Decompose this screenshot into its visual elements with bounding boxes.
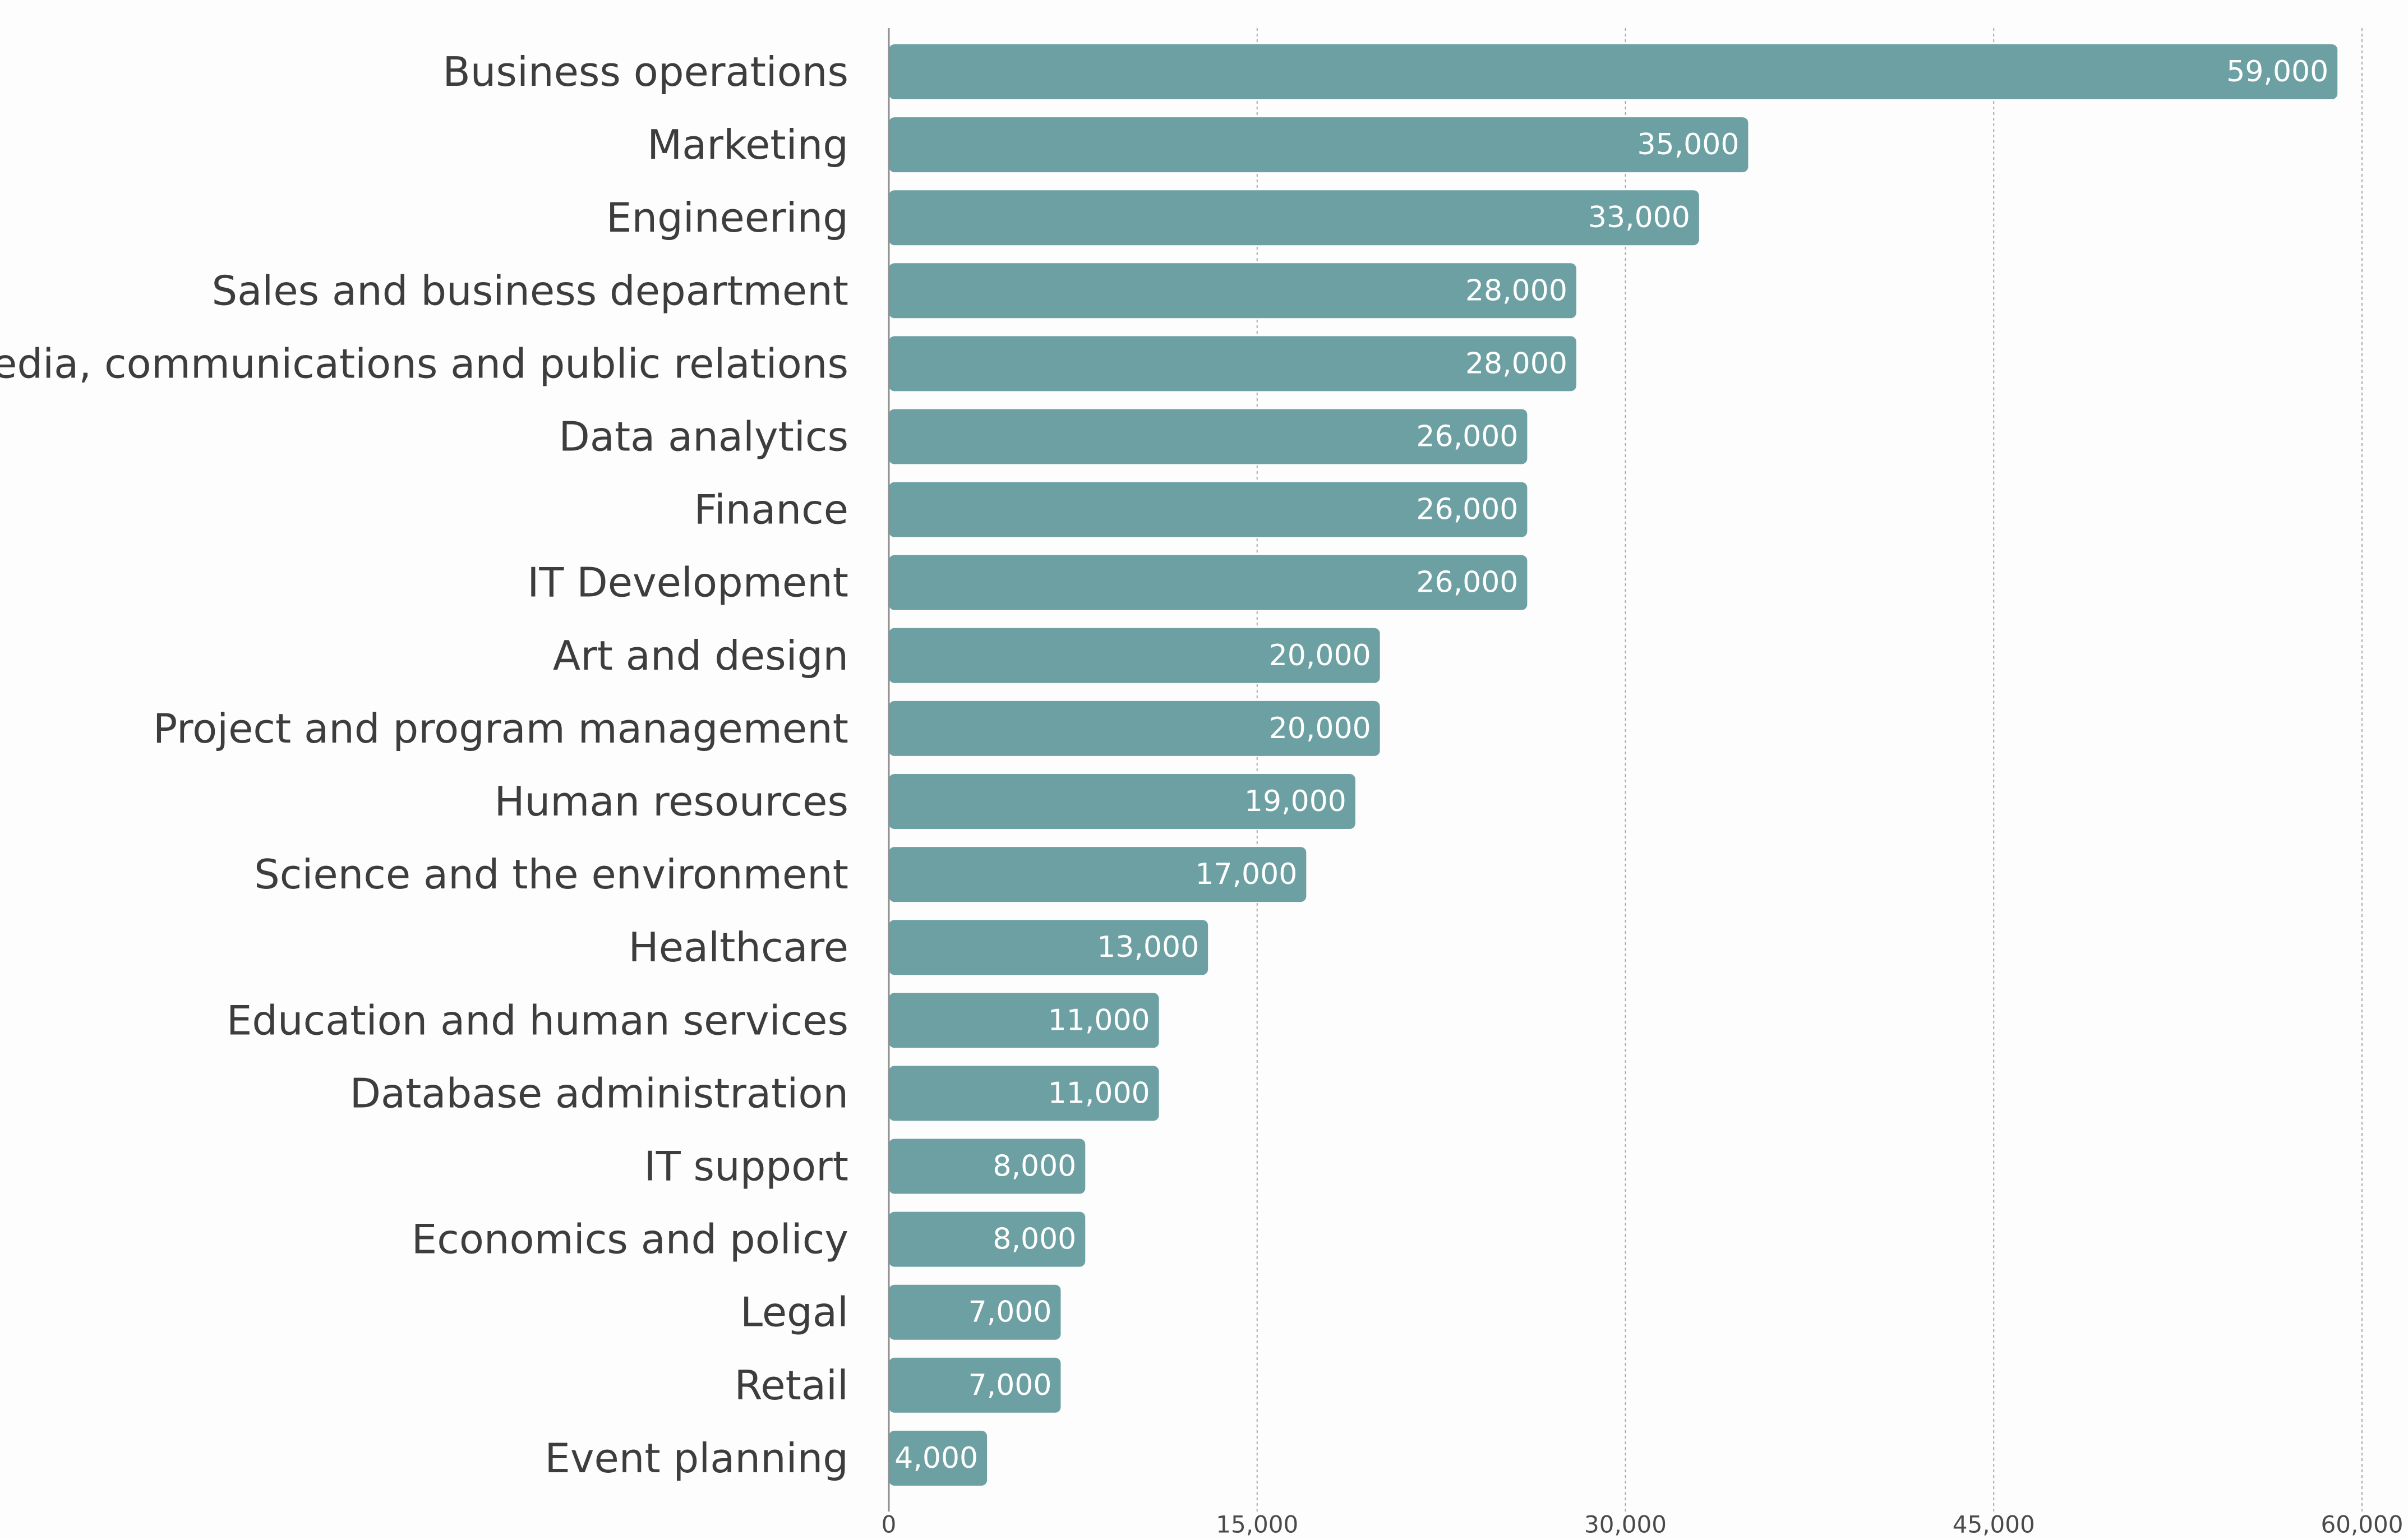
bar-18 <box>889 1357 1061 1413</box>
category-label: Science and the environment <box>254 851 848 898</box>
value-label: 28,000 <box>1465 274 1567 307</box>
value-label: 19,000 <box>1244 785 1346 818</box>
category-label: Engineering <box>606 194 848 241</box>
category-label: Finance <box>694 486 848 533</box>
bar-8 <box>889 628 1380 683</box>
value-label: 17,000 <box>1195 858 1297 891</box>
x-tick-label: 45,000 <box>1953 1511 2035 1538</box>
category-label: IT Development <box>527 559 848 606</box>
value-label: 8,000 <box>993 1150 1076 1183</box>
value-label: 20,000 <box>1269 712 1371 745</box>
bar-17 <box>889 1284 1061 1340</box>
category-label: Retail <box>735 1362 848 1409</box>
category-label: Media, communications and public relatio… <box>0 340 848 387</box>
x-tick-label: 15,000 <box>1216 1511 1298 1538</box>
bar-9 <box>889 701 1380 756</box>
value-label: 26,000 <box>1416 493 1518 527</box>
bar-5 <box>889 409 1528 464</box>
bar-13 <box>889 993 1159 1048</box>
x-tick-label: 60,000 <box>2321 1511 2404 1538</box>
x-tick-label: 0 <box>882 1511 897 1538</box>
value-label: 28,000 <box>1465 347 1567 380</box>
axis-layer: 0 15,000 30,000 45,000 60,000 <box>882 28 2404 1538</box>
value-label: 13,000 <box>1097 930 1199 964</box>
bar-12 <box>889 920 1208 975</box>
category-label: Art and design <box>553 632 848 679</box>
value-label: 59,000 <box>2226 55 2328 89</box>
category-label: Healthcare <box>629 924 848 971</box>
grid-layer <box>1256 28 2363 1512</box>
bar-16 <box>889 1211 1086 1267</box>
value-label: 11,000 <box>1048 1003 1150 1037</box>
x-tick-label: 30,000 <box>1584 1511 1667 1538</box>
value-label: 11,000 <box>1048 1076 1150 1110</box>
bar-10 <box>889 774 1355 829</box>
bar-4 <box>889 336 1576 391</box>
category-label: Legal <box>740 1289 848 1336</box>
category-label: Database administration <box>350 1070 848 1117</box>
category-label: Marketing <box>647 121 848 168</box>
category-label: Event planning <box>545 1435 848 1482</box>
bar-15 <box>889 1139 1086 1194</box>
category-label: Human resources <box>495 778 848 825</box>
category-label: IT support <box>644 1143 848 1190</box>
bar-7 <box>889 555 1528 610</box>
value-label: 35,000 <box>1637 128 1739 162</box>
bar-layer <box>889 44 2338 1486</box>
value-label: 26,000 <box>1416 420 1518 454</box>
bar-1 <box>889 117 1749 173</box>
bar-11 <box>889 847 1307 902</box>
category-label: Education and human services <box>227 997 848 1044</box>
value-label: 8,000 <box>993 1223 1076 1256</box>
category-label: Project and program management <box>153 705 848 752</box>
bar-19 <box>889 1430 988 1486</box>
bar-2 <box>889 190 1699 246</box>
category-label: Business operations <box>442 48 848 95</box>
bar-6 <box>889 482 1528 537</box>
label-layer: Business operations 59,000 Marketing 35,000… <box>0 48 2328 1482</box>
bar-3 <box>889 263 1576 319</box>
bar-0 <box>889 44 2338 99</box>
value-label: 33,000 <box>1588 201 1690 234</box>
value-label: 26,000 <box>1416 566 1518 600</box>
category-label: Sales and business department <box>211 267 848 314</box>
value-label: 7,000 <box>968 1368 1052 1402</box>
category-label: Economics and policy <box>412 1216 848 1263</box>
value-label: 4,000 <box>894 1441 978 1475</box>
value-label: 7,000 <box>968 1296 1052 1329</box>
bar-14 <box>889 1066 1159 1121</box>
value-label: 20,000 <box>1269 639 1371 672</box>
category-label: Data analytics <box>559 413 848 460</box>
